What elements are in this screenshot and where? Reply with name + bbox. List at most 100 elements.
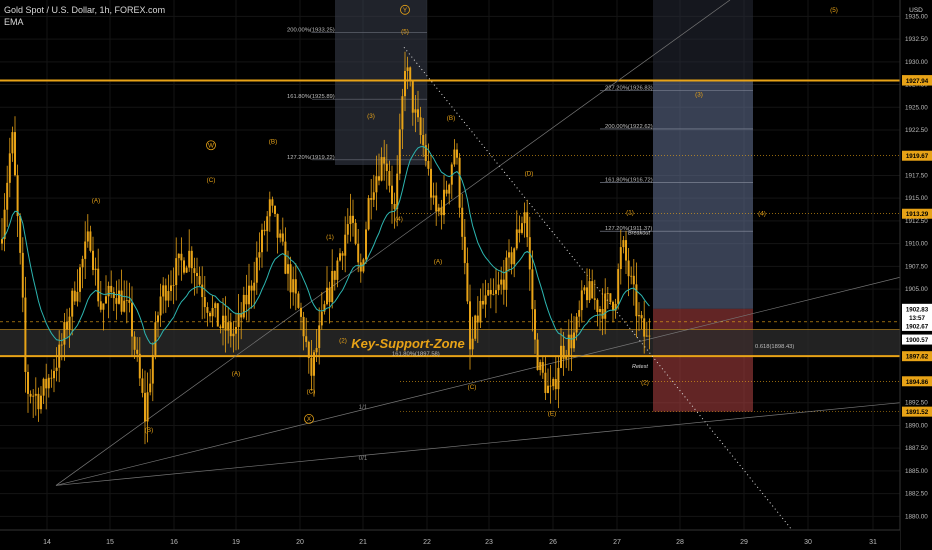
candle-body — [157, 315, 159, 323]
candle-body — [339, 253, 341, 261]
candle-body — [73, 290, 76, 302]
candle-body — [320, 311, 323, 326]
candle-body — [365, 229, 367, 260]
candle-body — [346, 224, 349, 235]
candle-body — [378, 176, 380, 181]
candle-body — [245, 294, 248, 305]
candle-body — [591, 281, 594, 299]
candle-body — [430, 168, 432, 198]
candle-body — [287, 264, 289, 274]
wave-label: 0/1 — [359, 455, 368, 462]
candle-body — [27, 371, 29, 394]
candle-body — [58, 344, 61, 368]
candle-body — [541, 362, 544, 373]
candle-body — [471, 338, 474, 350]
candle-body — [190, 250, 193, 269]
candle-body — [146, 392, 149, 422]
candle-body — [242, 294, 245, 318]
candle-body — [3, 209, 6, 240]
wave-label: (A) — [232, 370, 240, 377]
candle-body — [188, 250, 191, 268]
currency-label: USD — [909, 7, 923, 14]
fib-label: 161.80%(1897.58) — [392, 352, 440, 358]
candle-body — [487, 290, 490, 296]
projection-boxes — [312, 0, 753, 412]
candle-body — [622, 240, 625, 248]
candle-body — [34, 393, 37, 396]
candle-body — [55, 367, 58, 371]
candle-body — [406, 67, 409, 72]
candle-body — [81, 258, 84, 268]
down-trendline — [403, 46, 801, 541]
candle-body — [141, 378, 144, 393]
fib-label: 200.00%(1933.25) — [287, 27, 335, 33]
price-badge — [902, 208, 932, 219]
candle-body — [370, 198, 373, 200]
candle-body — [185, 267, 188, 273]
candle-body — [167, 291, 170, 301]
candle-body — [440, 207, 443, 216]
candle-body — [162, 285, 165, 297]
price-tick: 1932.50 — [905, 36, 928, 43]
candle-body — [63, 322, 66, 345]
candle-body — [248, 285, 250, 305]
candle-body — [297, 293, 300, 308]
candle-body — [76, 291, 79, 302]
candle-body — [391, 185, 393, 205]
trendline — [55, 402, 901, 486]
fib-label: 161.80%(1925.89) — [287, 94, 335, 100]
candle-body — [250, 285, 253, 291]
candle-body — [539, 362, 542, 371]
wave-label: (3) — [695, 91, 703, 98]
candle-body — [344, 234, 347, 256]
price-tick: 1882.50 — [905, 491, 928, 498]
candle-body — [484, 295, 487, 305]
candle-body — [180, 253, 183, 261]
candle-body — [354, 222, 357, 244]
price-badge-label: 1902.67 — [906, 323, 929, 330]
price-axis[interactable]: USD1935.001932.501930.001927.501925.0019… — [899, 0, 932, 550]
candle-body — [86, 231, 89, 242]
candle-body — [66, 322, 68, 330]
candle-body — [14, 132, 16, 176]
time-axis[interactable]: 14 15 16 19 20 21 22 23 26 27 28 29 30 31 — [0, 529, 900, 550]
candle-body — [68, 316, 71, 330]
price-tick: 1930.00 — [905, 59, 928, 66]
candle-body — [50, 377, 53, 379]
candle-body — [71, 290, 74, 317]
candle-body — [323, 304, 326, 312]
candle-body — [404, 71, 406, 97]
wave-circle — [206, 140, 216, 151]
candle-body — [518, 229, 521, 233]
retest-label: Retest — [632, 364, 648, 370]
candle-body — [526, 212, 529, 238]
candle-body — [237, 313, 240, 328]
candle-body — [138, 353, 141, 379]
price-tick: 1922.50 — [905, 127, 928, 134]
wave-circle — [400, 4, 410, 15]
wave-label: (C) — [307, 389, 316, 396]
time-tick: 30 — [804, 539, 812, 546]
price-tick: 1892.50 — [905, 400, 928, 407]
price-tick: 1910.00 — [905, 241, 928, 248]
candle-body — [42, 378, 45, 396]
candle-body — [235, 327, 237, 334]
price-tick: 1880.00 — [905, 513, 928, 520]
time-tick: 15 — [106, 539, 114, 546]
candle-body — [445, 189, 448, 194]
price-badge-label: 13:57 — [909, 315, 925, 322]
candle-body — [393, 204, 396, 209]
candle-body — [133, 336, 136, 350]
price-tick: 1935.00 — [905, 13, 928, 20]
fib-label: 227.20%(1926.83) — [605, 86, 653, 92]
fib-label: 161.80%(1916.72) — [605, 178, 653, 184]
candle-body — [29, 393, 32, 397]
candle-body — [359, 262, 362, 272]
price-badge-label: 1894.86 — [906, 379, 929, 386]
candle-body — [385, 163, 388, 172]
wave-label: (1) — [626, 210, 634, 217]
candle-body — [632, 275, 635, 285]
candle-body — [502, 279, 505, 290]
candle-body — [224, 315, 227, 331]
